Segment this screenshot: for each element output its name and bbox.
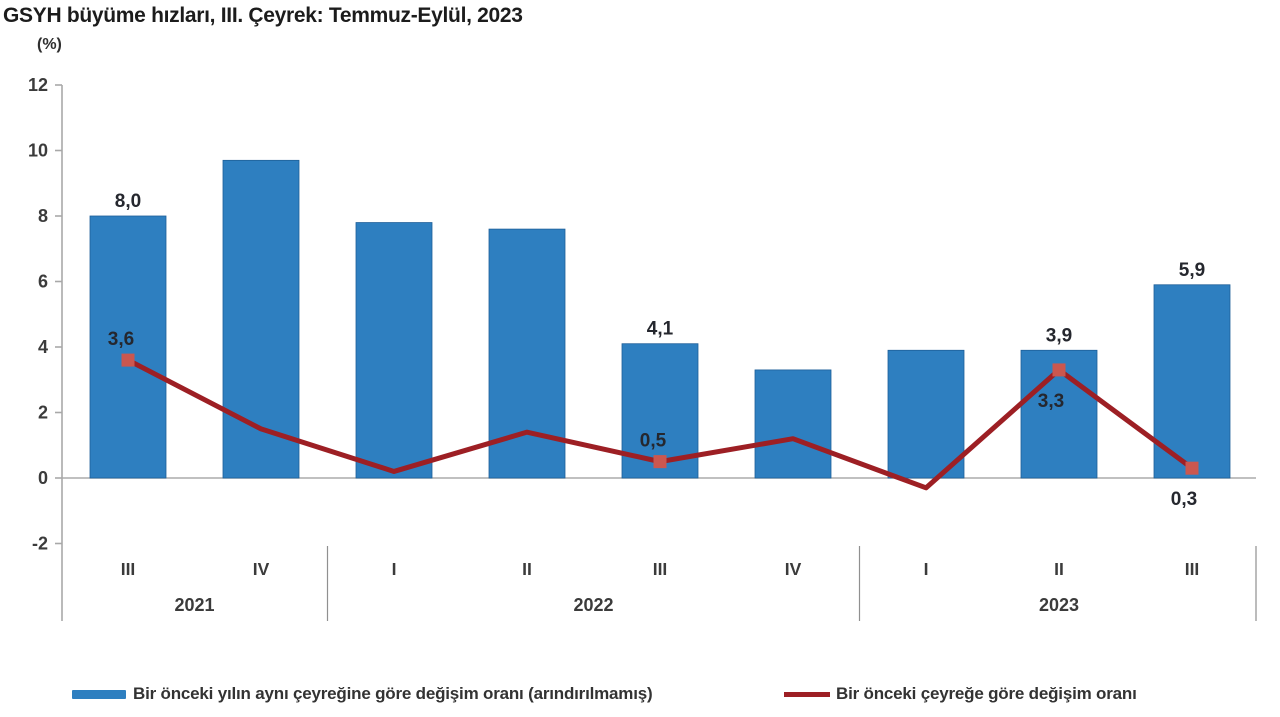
x-axis-year-label: 2023	[1039, 595, 1079, 615]
y-axis-tick-label: 2	[38, 403, 48, 423]
legend-item-line-series: Bir önceki çeyreğe göre değişim oranı	[784, 682, 1137, 706]
y-axis-unit-label: (%)	[37, 36, 62, 53]
x-axis-quarter-label: I	[392, 559, 397, 579]
x-axis-quarter-label: I	[924, 559, 929, 579]
y-axis-tick-label: 0	[38, 468, 48, 488]
y-axis-tick-label: 8	[38, 206, 48, 226]
y-axis-tick-label: 12	[28, 75, 48, 95]
line-value-label: 3,6	[108, 329, 134, 350]
chart-title: GSYH büyüme hızları, III. Çeyrek: Temmuz…	[3, 4, 523, 27]
bar-I-2023	[887, 349, 965, 479]
legend-item-bar-series: Bir önceki yılın aynı çeyreğine göre değ…	[72, 682, 653, 706]
bar-IV-2021	[222, 159, 300, 479]
line-value-label: 0,3	[1171, 489, 1197, 510]
line-marker-III-2022	[653, 455, 667, 469]
y-axis-tick-label: 6	[38, 272, 48, 292]
bar-I-2022	[355, 222, 433, 479]
x-axis-year-label: 2022	[573, 595, 613, 615]
line-marker-III-2021	[121, 353, 135, 367]
bar-III-2021	[89, 215, 167, 479]
line-series-label: Bir önceki çeyreğe göre değişim oranı	[836, 684, 1137, 703]
y-axis-tick-label: 4	[38, 337, 48, 357]
x-axis-quarter-label: III	[653, 559, 668, 579]
bar-value-label: 3,9	[1046, 325, 1072, 346]
line-marker-III-2023	[1185, 461, 1199, 475]
line-value-label: 0,5	[640, 431, 667, 452]
y-axis-tick-label: 10	[28, 141, 48, 161]
bar-value-label: 5,9	[1179, 260, 1205, 281]
chart-legend: Bir önceki yılın aynı çeyreğine göre değ…	[0, 682, 1280, 706]
x-axis-quarter-label: IV	[785, 559, 802, 579]
bar-value-label: 8,0	[115, 191, 141, 212]
x-axis-quarter-label: IV	[253, 559, 270, 579]
y-axis-tick-label: -2	[32, 534, 48, 554]
x-axis-quarter-label: II	[522, 559, 532, 579]
bar-value-label: 4,1	[647, 319, 674, 340]
x-axis-quarter-label: II	[1054, 559, 1064, 579]
bar-III-2023	[1153, 284, 1231, 479]
bar-series-label: Bir önceki yılın aynı çeyreğine göre değ…	[133, 684, 653, 703]
line-series-swatch	[784, 691, 830, 697]
x-axis-quarter-label: III	[121, 559, 136, 579]
bar-series-swatch	[72, 689, 126, 699]
bar-IV-2022	[754, 369, 832, 479]
x-axis-year-label: 2021	[174, 595, 214, 615]
x-axis-quarter-label: III	[1185, 559, 1200, 579]
line-marker-II-2023	[1052, 363, 1066, 377]
line-value-label: 3,3	[1038, 391, 1064, 412]
